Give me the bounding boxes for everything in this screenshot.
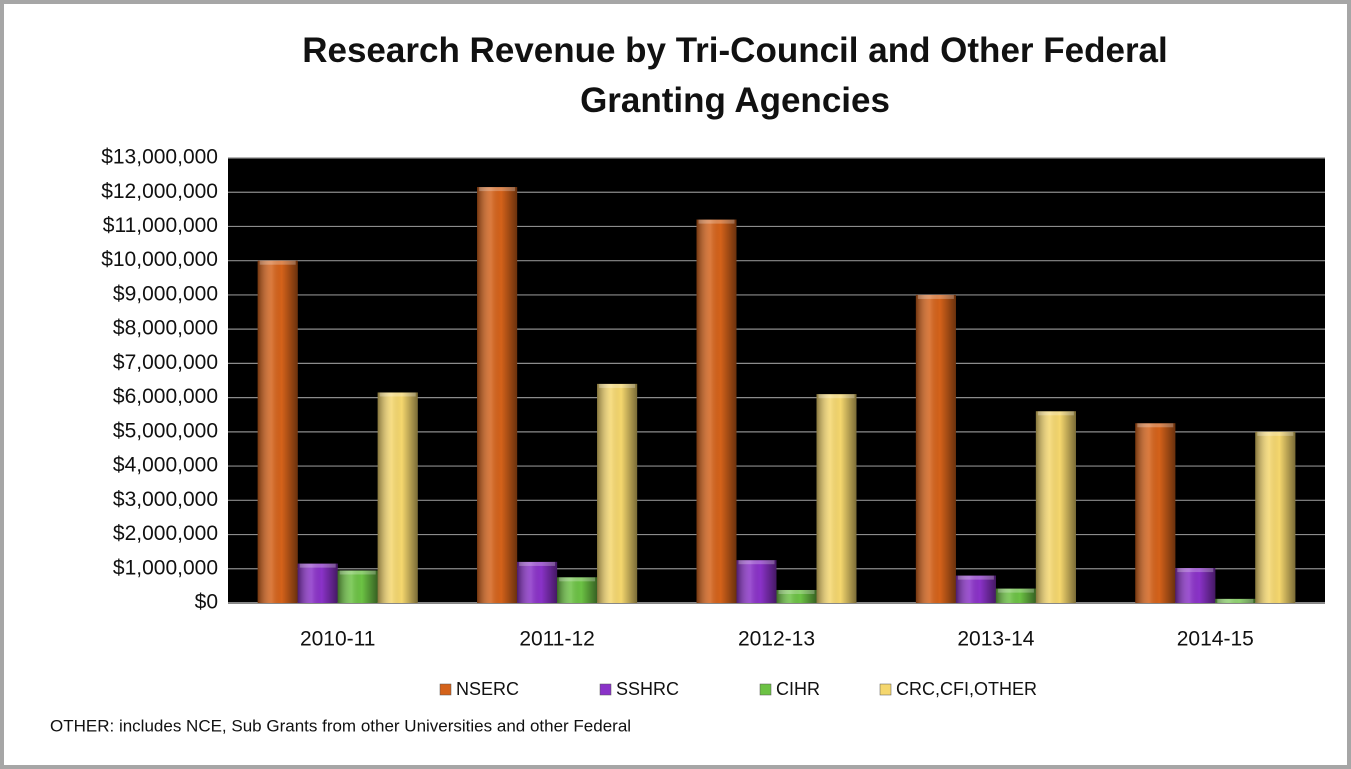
bar-shade xyxy=(1255,431,1296,603)
bar-cap xyxy=(1257,431,1294,436)
y-tick-label: $2,000,000 xyxy=(113,522,218,545)
bar-shade xyxy=(297,563,338,603)
bar-cap xyxy=(818,394,855,399)
bar-cap xyxy=(997,588,1034,593)
bar-shade xyxy=(477,187,518,603)
bar-cap xyxy=(1177,568,1214,573)
bar-shade xyxy=(1035,411,1076,603)
footnote: OTHER: includes NCE, Sub Grants from oth… xyxy=(50,716,631,735)
y-tick-label: $13,000,000 xyxy=(101,146,218,169)
legend-label: CRC,CFI,OTHER xyxy=(896,679,1037,699)
legend-label: SSHRC xyxy=(616,679,679,699)
bar-shade xyxy=(955,575,996,603)
x-tick-label: 2010-11 xyxy=(300,628,376,651)
bar-shade xyxy=(776,589,817,603)
y-tick-label: $8,000,000 xyxy=(113,317,218,340)
y-tick-label: $6,000,000 xyxy=(113,385,218,408)
bar-shade xyxy=(557,577,598,603)
x-tick-label: 2011-12 xyxy=(519,628,595,651)
chart-title: Research Revenue by Tri-Council and Othe… xyxy=(302,31,1168,120)
bar-cap xyxy=(778,589,815,594)
legend-swatch xyxy=(599,683,612,696)
legend-swatch xyxy=(759,683,772,696)
bar-cap xyxy=(259,260,296,265)
bar-shade xyxy=(517,561,558,603)
bar-cap xyxy=(698,219,735,224)
bar-cap xyxy=(559,577,596,582)
bar-cap xyxy=(917,294,954,299)
x-tick-label: 2012-13 xyxy=(738,628,815,651)
y-tick-label: $10,000,000 xyxy=(101,248,218,271)
x-tick-label: 2014-15 xyxy=(1177,628,1254,651)
y-tick-label: $0 xyxy=(195,591,218,614)
y-tick-label: $7,000,000 xyxy=(113,351,218,374)
bar-shade xyxy=(257,260,298,603)
bar-cap xyxy=(519,561,556,566)
bar-cap xyxy=(339,570,376,575)
y-tick-label: $1,000,000 xyxy=(113,556,218,579)
bar-cap xyxy=(957,575,994,580)
legend-label: NSERC xyxy=(456,679,519,699)
bar-shade xyxy=(696,219,737,603)
y-tick-label: $3,000,000 xyxy=(113,488,218,511)
bar-cap xyxy=(1037,411,1074,416)
bar-shade xyxy=(1215,598,1256,603)
y-tick-label: $9,000,000 xyxy=(113,282,218,305)
bar-shade xyxy=(597,383,638,603)
x-tick-label: 2013-14 xyxy=(957,628,1034,651)
bar-shade xyxy=(337,570,378,603)
bar-cap xyxy=(379,392,416,397)
bar-cap xyxy=(299,563,336,568)
y-tick-label: $4,000,000 xyxy=(113,454,218,477)
bar-cap xyxy=(1137,423,1174,428)
bar-shade xyxy=(736,560,777,603)
bar-shade xyxy=(377,392,418,603)
y-tick-label: $5,000,000 xyxy=(113,419,218,442)
legend-swatch xyxy=(439,683,452,696)
bar-cap xyxy=(738,560,775,565)
y-tick-label: $11,000,000 xyxy=(103,214,218,237)
bar-cap xyxy=(599,383,636,388)
bar-shade xyxy=(995,588,1036,603)
bar-cap xyxy=(479,187,516,192)
bar-shade xyxy=(1175,568,1216,603)
legend-label: CIHR xyxy=(776,679,820,699)
y-tick-label: $12,000,000 xyxy=(101,180,218,203)
legend-swatch xyxy=(879,683,892,696)
bar-shade xyxy=(915,294,956,603)
bar-shade xyxy=(816,394,857,603)
bar-cap xyxy=(1217,598,1254,603)
bar-shade xyxy=(1135,423,1176,603)
